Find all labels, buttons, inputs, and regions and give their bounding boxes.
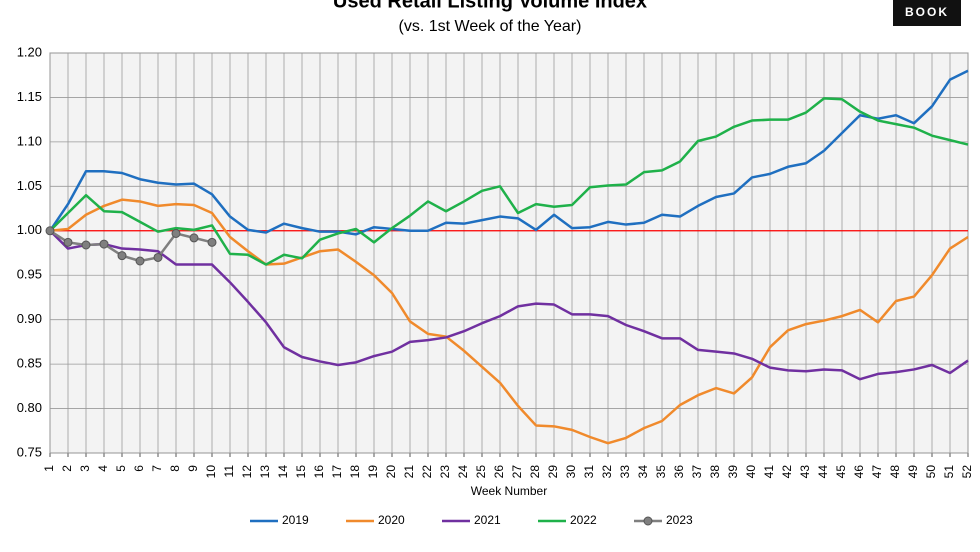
x-tick-label: 26 bbox=[492, 465, 506, 479]
x-tick-label: 45 bbox=[834, 465, 848, 479]
legend-label: 2019 bbox=[282, 513, 309, 527]
y-tick-label: 0.95 bbox=[17, 267, 42, 282]
data-point bbox=[45, 226, 55, 236]
x-tick-label: 48 bbox=[888, 465, 902, 479]
x-tick-label: 50 bbox=[924, 465, 938, 479]
x-tick-label: 19 bbox=[366, 465, 380, 479]
x-tick-label: 20 bbox=[384, 465, 398, 479]
x-tick-label: 30 bbox=[564, 465, 578, 479]
x-tick-label: 5 bbox=[114, 465, 128, 472]
x-tick-label: 52 bbox=[960, 465, 974, 479]
x-tick-label: 12 bbox=[240, 465, 254, 479]
x-tick-label: 18 bbox=[348, 465, 362, 479]
x-tick-label: 49 bbox=[906, 465, 920, 479]
x-tick-label: 24 bbox=[456, 465, 470, 479]
y-tick-label: 0.75 bbox=[17, 444, 42, 459]
x-axis-label: Week Number bbox=[471, 484, 547, 498]
y-tick-label: 1.00 bbox=[17, 222, 42, 237]
x-tick-label: 31 bbox=[582, 465, 596, 479]
y-tick-label: 0.85 bbox=[17, 356, 42, 371]
x-tick-label: 27 bbox=[510, 465, 524, 479]
x-tick-label: 13 bbox=[258, 465, 272, 479]
x-tick-label: 11 bbox=[222, 465, 236, 478]
x-tick-label: 43 bbox=[798, 465, 812, 479]
x-tick-label: 1 bbox=[42, 465, 56, 472]
x-tick-label: 33 bbox=[618, 465, 632, 479]
x-tick-label: 34 bbox=[636, 465, 650, 479]
data-point bbox=[207, 237, 217, 247]
x-tick-label: 22 bbox=[420, 465, 434, 479]
x-tick-label: 47 bbox=[870, 465, 884, 479]
x-tick-label: 25 bbox=[474, 465, 488, 479]
y-tick-label: 0.90 bbox=[17, 311, 42, 326]
x-tick-label: 40 bbox=[744, 465, 758, 479]
y-tick-label: 1.15 bbox=[17, 89, 42, 104]
x-tick-label: 29 bbox=[546, 465, 560, 479]
x-tick-label: 42 bbox=[780, 465, 794, 479]
y-tick-label: 1.05 bbox=[17, 178, 42, 193]
data-point bbox=[171, 228, 181, 238]
logo: BOOK bbox=[905, 5, 949, 19]
x-tick-label: 8 bbox=[168, 465, 182, 472]
series-line bbox=[49, 97, 969, 266]
x-tick-label: 2 bbox=[60, 465, 74, 472]
x-tick-label: 15 bbox=[294, 465, 308, 479]
logo-box bbox=[893, 0, 961, 26]
x-tick-label: 23 bbox=[438, 465, 452, 479]
data-point bbox=[189, 233, 199, 243]
x-tick-label: 17 bbox=[330, 465, 344, 479]
chart-subtitle: (vs. 1st Week of the Year) bbox=[399, 18, 582, 35]
x-tick-label: 10 bbox=[204, 465, 218, 479]
data-point bbox=[81, 240, 91, 250]
series-line bbox=[49, 229, 969, 381]
series-line bbox=[49, 229, 213, 263]
legend-label: 2023 bbox=[666, 513, 693, 527]
x-tick-label: 6 bbox=[132, 465, 146, 472]
x-tick-label: 3 bbox=[78, 465, 92, 472]
x-tick-label: 35 bbox=[654, 465, 668, 479]
x-tick-label: 4 bbox=[96, 465, 110, 472]
legend-label: 2020 bbox=[378, 513, 405, 527]
x-tick-label: 51 bbox=[942, 465, 956, 479]
x-tick-label: 9 bbox=[186, 465, 200, 472]
x-tick-label: 46 bbox=[852, 465, 866, 479]
y-tick-label: 1.20 bbox=[17, 44, 42, 59]
x-tick-label: 44 bbox=[816, 465, 830, 479]
data-point bbox=[63, 237, 73, 247]
x-tick-label: 41 bbox=[762, 465, 776, 479]
x-tick-label: 14 bbox=[276, 465, 290, 479]
legend-marker bbox=[643, 516, 653, 526]
data-point bbox=[153, 252, 163, 262]
data-point bbox=[135, 256, 145, 266]
x-tick-label: 38 bbox=[708, 465, 722, 479]
series-line bbox=[48, 69, 969, 236]
series-line bbox=[49, 198, 969, 445]
x-tick-label: 37 bbox=[690, 465, 704, 479]
y-tick-label: 0.80 bbox=[17, 400, 42, 415]
data-point bbox=[99, 239, 109, 249]
x-tick-label: 36 bbox=[672, 465, 686, 479]
legend-label: 2021 bbox=[474, 513, 501, 527]
x-tick-label: 28 bbox=[528, 465, 542, 479]
plot-area bbox=[49, 52, 969, 454]
x-tick-label: 32 bbox=[600, 465, 614, 479]
data-point bbox=[117, 251, 127, 261]
x-tick-label: 7 bbox=[150, 465, 164, 472]
x-tick-label: 21 bbox=[402, 465, 416, 479]
x-tick-label: 16 bbox=[312, 465, 326, 479]
x-tick-label: 39 bbox=[726, 465, 740, 479]
chart-title: Used Retail Listing Volume Index bbox=[333, 0, 647, 12]
legend-label: 2022 bbox=[570, 513, 597, 527]
y-tick-label: 1.10 bbox=[17, 133, 42, 148]
